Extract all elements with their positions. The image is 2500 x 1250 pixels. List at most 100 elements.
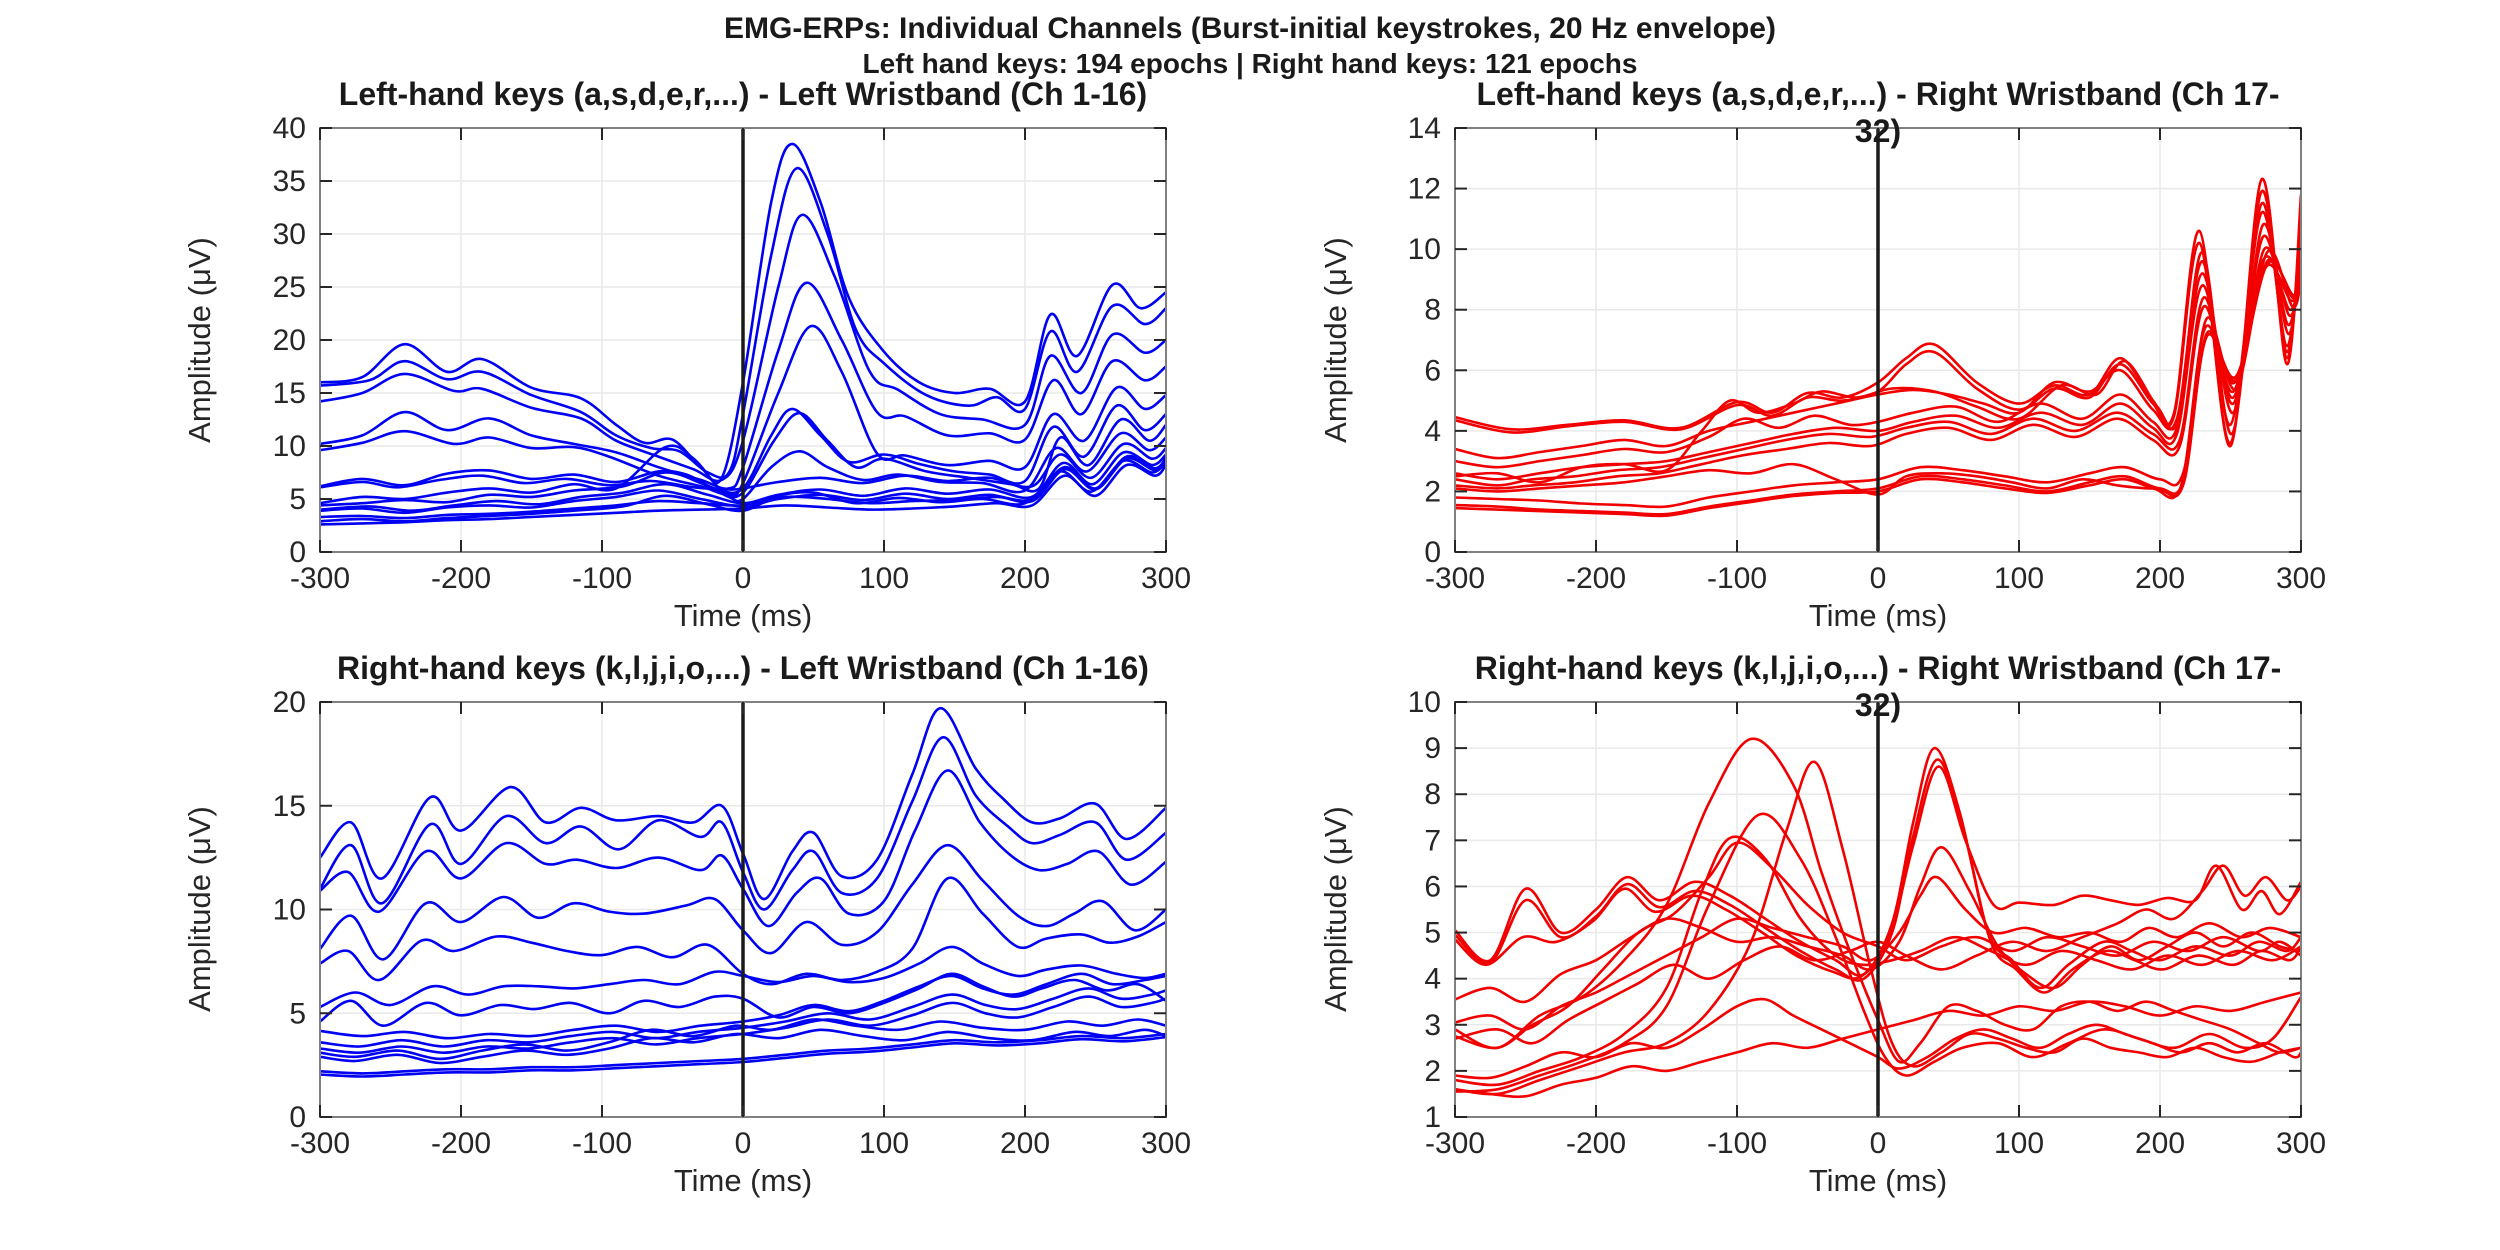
x-tick-label: -100 bbox=[572, 562, 632, 595]
x-tick-label: 200 bbox=[2135, 562, 2185, 595]
erp-top-left-trace-7 bbox=[320, 411, 1166, 505]
x-tick-label: -100 bbox=[1707, 562, 1767, 595]
y-tick-label: 8 bbox=[1424, 778, 1441, 811]
x-tick-label: 200 bbox=[2135, 1127, 2185, 1160]
y-tick-label: 10 bbox=[1408, 233, 1441, 266]
y-tick-label: 2 bbox=[1424, 1055, 1441, 1088]
figure-title: EMG-ERPs: Individual Channels (Burst-ini… bbox=[724, 12, 1776, 45]
panel-top-right: -300 -200 -100 0 100 200 300 0 2 4 6 8 10 12 14 bbox=[1408, 112, 2326, 595]
erp-top-left-trace-4 bbox=[320, 281, 1166, 491]
erp-bottom-left-trace-6 bbox=[320, 945, 1166, 1009]
y-tick-label: 6 bbox=[1424, 354, 1441, 387]
subplot-title-top-left: Left-hand keys (a,s,d,e,r,...) - Left Wr… bbox=[338, 76, 1148, 112]
x-tick-label: 100 bbox=[1994, 562, 2044, 595]
y-axis-label-top-right: Amplitude (μV) bbox=[1318, 237, 1353, 443]
x-tick-label: -100 bbox=[572, 1127, 632, 1160]
trace-group-top-right bbox=[1455, 178, 2301, 518]
erp-top-left-trace-1 bbox=[320, 142, 1166, 485]
erp-top-left-trace-9 bbox=[320, 442, 1166, 491]
x-tick-label: 100 bbox=[1994, 1127, 2044, 1160]
erp-bottom-right-trace-10 bbox=[1455, 875, 2301, 1031]
erp-bottom-left-trace-12 bbox=[320, 1028, 1166, 1065]
erp-top-right-trace-5 bbox=[1455, 222, 2301, 469]
trace-group-top-left bbox=[320, 142, 1166, 526]
y-tick-label: 20 bbox=[273, 686, 306, 719]
x-tick-label: 0 bbox=[735, 1127, 752, 1160]
x-tick-label: -200 bbox=[431, 562, 491, 595]
erp-bottom-right-trace-13 bbox=[1455, 864, 2301, 1045]
subplot-title-bottom-left: Right-hand keys (k,l,j,i,o,...) - Left W… bbox=[337, 650, 1149, 686]
y-axis-label-bottom-right: Amplitude (μV) bbox=[1318, 806, 1353, 1012]
erp-top-left-trace-5 bbox=[320, 324, 1166, 497]
y-tick-label: 9 bbox=[1424, 732, 1441, 765]
erp-top-left-trace-8 bbox=[320, 431, 1166, 507]
y-tick-label: 1 bbox=[1424, 1101, 1441, 1134]
x-tick-label: -300 bbox=[290, 1127, 350, 1160]
erp-bottom-left-trace-1 bbox=[320, 706, 1166, 901]
y-tick-label: 10 bbox=[1408, 686, 1441, 719]
y-tick-label: 10 bbox=[273, 894, 306, 927]
x-tick-label: -300 bbox=[1425, 562, 1485, 595]
x-tick-label: 0 bbox=[1870, 1127, 1887, 1160]
erp-top-right-trace-7 bbox=[1455, 246, 2301, 487]
y-tick-label: 40 bbox=[273, 112, 306, 145]
x-tick-label: 200 bbox=[1000, 562, 1050, 595]
x-tick-label: 0 bbox=[735, 562, 752, 595]
x-tick-label: 100 bbox=[859, 1127, 909, 1160]
x-tick-label: 300 bbox=[1141, 562, 1191, 595]
erp-top-left-trace-3 bbox=[320, 213, 1166, 483]
x-tick-label: 200 bbox=[1000, 1127, 1050, 1160]
x-tick-label: 300 bbox=[2276, 1127, 2326, 1160]
y-tick-label: 5 bbox=[289, 997, 306, 1030]
y-tick-label: 0 bbox=[289, 1101, 306, 1134]
erp-top-left-trace-6 bbox=[320, 404, 1166, 495]
x-axis-label-top-right: Time (ms) bbox=[1808, 598, 1948, 633]
erp-bottom-right-trace-1 bbox=[1455, 737, 2301, 1064]
erp-top-left-trace-14 bbox=[320, 459, 1166, 523]
erp-top-left-trace-2 bbox=[320, 166, 1166, 479]
erp-bottom-right-trace-11 bbox=[1455, 997, 2301, 1080]
figure-subtitle: Left hand keys: 194 epochs | Right hand … bbox=[862, 48, 1638, 79]
erp-bottom-right-trace-5 bbox=[1455, 841, 2301, 1050]
panel-top-left: -300 -200 -100 0 100 200 300 0 5 10 15 20 25 30 35 40 bbox=[273, 112, 1191, 595]
y-tick-label: 0 bbox=[1424, 536, 1441, 569]
y-tick-label: 10 bbox=[273, 430, 306, 463]
erp-bottom-right-trace-6 bbox=[1455, 746, 2301, 990]
trace-group-bottom-left bbox=[320, 706, 1166, 1078]
erp-bottom-left-trace-5 bbox=[320, 876, 1166, 986]
y-tick-label: 25 bbox=[273, 271, 306, 304]
x-tick-label: -100 bbox=[1707, 1127, 1767, 1160]
erp-bottom-right-trace-7 bbox=[1455, 758, 2301, 994]
y-tick-label: 6 bbox=[1424, 870, 1441, 903]
erp-bottom-left-trace-2 bbox=[320, 736, 1166, 911]
x-axis-label-bottom-right: Time (ms) bbox=[1808, 1163, 1948, 1198]
y-tick-label: 30 bbox=[273, 218, 306, 251]
x-tick-label: 100 bbox=[859, 562, 909, 595]
x-tick-label: -200 bbox=[431, 1127, 491, 1160]
erp-top-right-trace-12 bbox=[1455, 257, 2301, 518]
erp-bottom-right-trace-4 bbox=[1455, 835, 2301, 1087]
erp-top-right-trace-8 bbox=[1455, 254, 2301, 490]
y-tick-label: 2 bbox=[1424, 475, 1441, 508]
panel-bottom-right: -300 -200 -100 0 100 200 300 1 2 3 4 5 6 7 8 9 10 bbox=[1408, 686, 2326, 1160]
x-tick-label: -300 bbox=[1425, 1127, 1485, 1160]
erp-bottom-left-trace-4 bbox=[320, 843, 1166, 961]
y-tick-label: 35 bbox=[273, 165, 306, 198]
panel-bottom-left: -300 -200 -100 0 100 200 300 0 5 10 15 20 bbox=[273, 686, 1191, 1160]
erp-bottom-right-trace-3 bbox=[1455, 812, 2301, 1093]
y-tick-label: 5 bbox=[289, 483, 306, 516]
y-tick-label: 0 bbox=[289, 536, 306, 569]
y-tick-label: 5 bbox=[1424, 917, 1441, 950]
y-tick-label: 12 bbox=[1408, 173, 1441, 206]
y-tick-label: 14 bbox=[1408, 112, 1441, 145]
y-axis-label-bottom-left: Amplitude (μV) bbox=[182, 806, 217, 1012]
x-axis-label-top-left: Time (ms) bbox=[673, 598, 813, 633]
subplot-title-top-right: Left-hand keys (a,s,d,e,r,...) - Right W… bbox=[1476, 76, 2280, 149]
y-tick-label: 4 bbox=[1424, 963, 1441, 996]
y-tick-label: 4 bbox=[1424, 415, 1441, 448]
erp-top-right-trace-4 bbox=[1455, 202, 2301, 484]
y-tick-label: 15 bbox=[273, 790, 306, 823]
erp-top-right-trace-3 bbox=[1455, 211, 2301, 460]
